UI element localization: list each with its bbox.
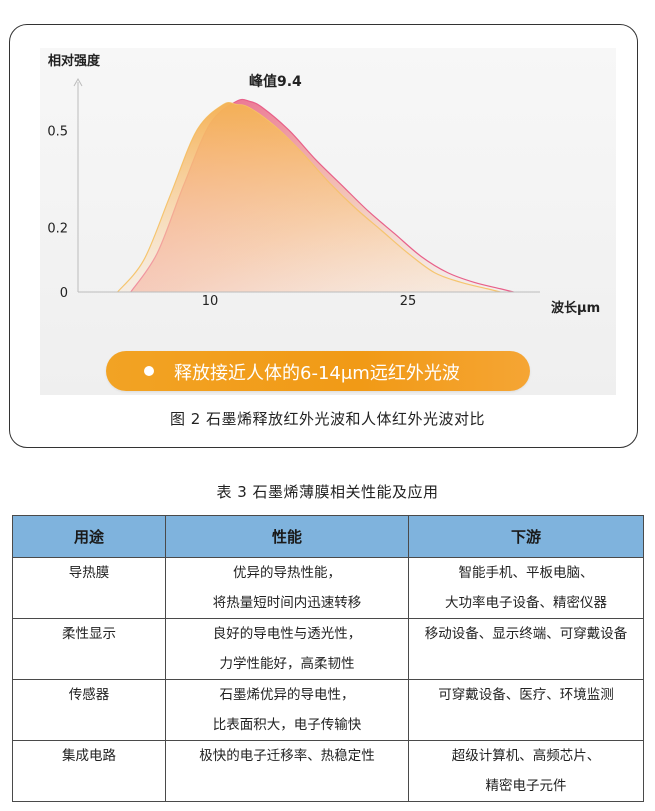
cell-text: 大功率电子设备、精密仪器 [445, 595, 607, 611]
header-downstream: 下游 [408, 515, 644, 558]
cell-text: 力学性能好，高柔韧性 [219, 656, 355, 672]
cell-use: 集成电路 [12, 740, 166, 802]
table-row: 导热膜 优异的导热性能， 将热量短时间内迅速转移 智能手机、平板电脑、 大功率电… [12, 557, 644, 619]
table-row: 柔性显示 良好的导电性与透光性， 力学性能好，高柔韧性 移动设备、显示终端、可穿… [12, 618, 644, 680]
cell-text: 将热量短时间内迅速转移 [212, 595, 362, 611]
table-row: 传感器 石墨烯优异的导电性， 比表面积大，电子传输快 可穿戴设备、医疗、环境监测 [12, 679, 644, 741]
cell-text: 极快的电子迁移率、热稳定性 [199, 748, 375, 764]
cell-text: 柔性显示 [62, 626, 116, 642]
header-use: 用途 [12, 515, 166, 558]
cell-downstream: 超级计算机、高频芯片、 精密电子元件 [408, 740, 644, 802]
x-tick-label: 10 [202, 294, 219, 309]
y-tick-label: 0.2 [47, 221, 68, 236]
table-header-row: 用途 性能 下游 [12, 515, 644, 558]
chart: 0 0.2 0.5 10 25 相对强度波长μm 峰值9.4 释放接近人体的6-14μm远红… [0, 0, 655, 400]
cell-text [409, 710, 643, 740]
cell-text: 可穿戴设备、医疗、环境监测 [438, 687, 614, 703]
cell-text: 石墨烯优异的导电性， [219, 687, 355, 703]
cell-downstream: 移动设备、显示终端、可穿戴设备 [408, 618, 644, 680]
y-tick-label: 0 [60, 286, 68, 301]
cell-text [166, 771, 408, 801]
cell-use: 传感器 [12, 679, 166, 741]
x-tick-label: 25 [400, 294, 417, 309]
y-axis-arrow [73, 77, 83, 87]
cell-text: 移动设备、显示终端、可穿戴设备 [424, 626, 628, 642]
legend-text: 释放接近人体的6-14μm远红外光波 [174, 363, 460, 384]
cell-text: 集成电路 [62, 748, 116, 764]
header-performance: 性能 [165, 515, 409, 558]
table-row: 集成电路 极快的电子迁移率、热稳定性 超级计算机、高频芯片、 精密电子元件 [12, 740, 644, 802]
cell-performance: 良好的导电性与透光性， 力学性能好，高柔韧性 [165, 618, 409, 680]
y-tick-label: 0.5 [47, 124, 68, 139]
cell-text: 精密电子元件 [485, 778, 567, 794]
cell-text: 良好的导电性与透光性， [212, 626, 362, 642]
cell-text: 智能手机、平板电脑、 [458, 565, 594, 581]
cell-use: 柔性显示 [12, 618, 166, 680]
peak-label: 峰值9.4 [249, 73, 302, 90]
legend-pill: 释放接近人体的6-14μm远红外光波 [106, 351, 530, 391]
cell-downstream: 智能手机、平板电脑、 大功率电子设备、精密仪器 [408, 557, 644, 619]
cell-text: 超级计算机、高频芯片、 [451, 748, 601, 764]
cell-performance: 优异的导热性能， 将热量短时间内迅速转移 [165, 557, 409, 619]
x-axis-label: 波长μm [551, 300, 600, 316]
figure-caption: 图 2 石墨烯释放红外光波和人体红外光波对比 [169, 410, 486, 428]
cell-performance: 极快的电子迁移率、热稳定性 [165, 740, 409, 802]
y-axis-label: 相对强度 [48, 53, 101, 69]
cell-performance: 石墨烯优异的导电性， 比表面积大，电子传输快 [165, 679, 409, 741]
cell-downstream: 可穿戴设备、医疗、环境监测 [408, 679, 644, 741]
cell-text [409, 649, 643, 679]
cell-text: 传感器 [68, 687, 110, 703]
table-title: 表 3 石墨烯薄膜相关性能及应用 [216, 483, 439, 501]
cell-text: 导热膜 [68, 565, 110, 581]
cell-text: 比表面积大，电子传输快 [212, 717, 362, 733]
cell-use: 导热膜 [12, 557, 166, 619]
legend-dot-icon [144, 366, 154, 376]
cell-text: 优异的导热性能， [233, 565, 341, 581]
properties-table: 用途 性能 下游 导热膜 优异的导热性能， 将热量短时间内迅速转移 智能手机、平… [12, 515, 644, 802]
series-overlap-area [117, 102, 501, 293]
